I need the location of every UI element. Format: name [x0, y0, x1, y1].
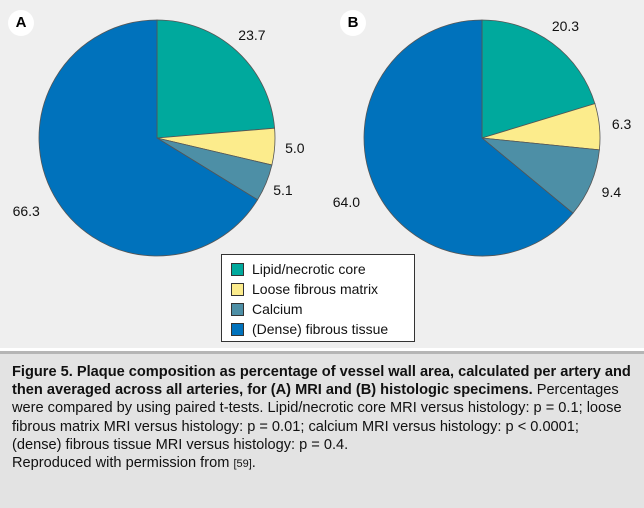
pie-a-label-fibrous: 66.3 [12, 203, 40, 220]
pie-a-label-loose: 5.0 [285, 140, 305, 157]
legend-swatch-loose [231, 282, 244, 296]
pie-a-slice-fibrous [38, 19, 259, 257]
figure-caption: Figure 5. Plaque composition as percenta… [0, 351, 644, 508]
pie-b-label-loose: 6.3 [611, 116, 632, 133]
legend-item-lipid: Lipid/necrotic core [231, 259, 414, 279]
caption-reproduced: Reproduced with permission from [12, 455, 234, 472]
caption-citation: [59] [233, 458, 252, 471]
figure-panel: A B 23.7 5.0 5.1 66.3 20.3 6.3 9.4 64.0 … [0, 0, 644, 348]
pie-b-label-fibrous: 64.0 [332, 193, 361, 210]
pie-charts [38, 19, 601, 257]
legend-label-fibrous: (Dense) fibrous tissue [252, 321, 389, 337]
panel-label-a: A [8, 10, 34, 36]
legend-label-calcium: Calcium [252, 301, 303, 317]
pie-chart-a [38, 19, 276, 257]
pie-chart-b [363, 19, 601, 257]
legend-item-fibrous: (Dense) fibrous tissue [231, 319, 414, 339]
legend-label-loose: Loose fibrous matrix [252, 281, 379, 297]
legend-item-calcium: Calcium [231, 299, 414, 319]
pie-b-slice-lipid [481, 19, 596, 139]
pie-a-slice-lipid [156, 19, 276, 139]
caption-title: Figure 5. Plaque composition as percenta… [12, 364, 631, 399]
legend-swatch-fibrous [231, 322, 244, 336]
pie-a-label-lipid: 23.7 [238, 26, 266, 43]
pie-a-label-calcium: 5.1 [273, 181, 293, 198]
pie-b-slice-fibrous [363, 19, 574, 257]
pie-b-label-calcium: 9.4 [601, 183, 622, 200]
legend-item-loose: Loose fibrous matrix [231, 279, 414, 299]
legend-swatch-lipid [231, 262, 244, 276]
legend-label-lipid: Lipid/necrotic core [252, 261, 366, 277]
caption-body: Percentages were compared by using paire… [12, 382, 622, 453]
caption-period: . [251, 455, 256, 472]
legend-swatch-calcium [231, 302, 244, 316]
legend: Lipid/necrotic core Loose fibrous matrix… [221, 254, 415, 342]
pie-b-label-lipid: 20.3 [551, 17, 580, 34]
panel-label-b: B [340, 10, 366, 36]
